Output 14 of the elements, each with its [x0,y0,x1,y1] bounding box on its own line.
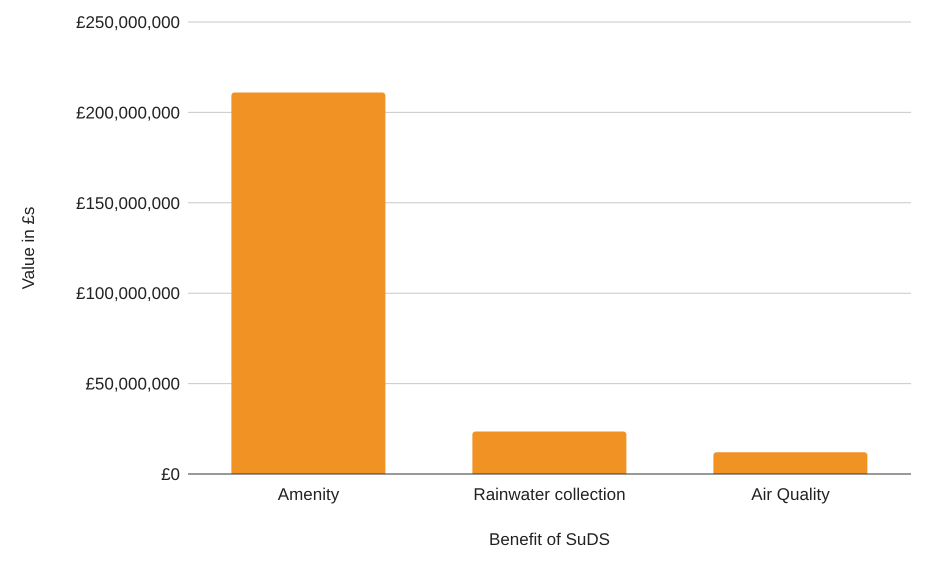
y-axis-title: Value in £s [19,206,38,290]
y-tick-label: £50,000,000 [85,374,180,394]
x-tick-label: Amenity [278,485,340,504]
y-tick-label: £200,000,000 [76,103,180,122]
bar [472,432,626,474]
y-tick-label: £0 [161,465,180,484]
bar [231,92,386,474]
x-tick-label: Air Quality [751,485,830,504]
x-axis-title: Benefit of SuDS [489,530,610,549]
y-tick-label: £150,000,000 [76,194,180,213]
y-tick-label: £100,000,000 [76,284,180,304]
x-tick-label: Rainwater collection [473,485,626,504]
bar [713,452,868,474]
y-tick-label: £250,000,000 [76,13,180,32]
